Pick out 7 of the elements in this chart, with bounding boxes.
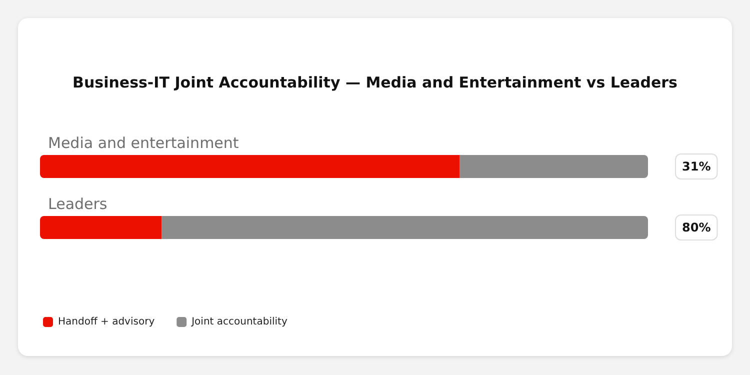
chart-title: Business-IT Joint Accountability — Media and Entertainment vs Leaders bbox=[72, 74, 678, 92]
data-label: 31% bbox=[682, 160, 711, 174]
y-tick-label: Leaders bbox=[48, 195, 108, 213]
y-tick-label: Media and entertainment bbox=[48, 134, 239, 152]
data-label: 80% bbox=[682, 220, 711, 234]
legend-label: Joint accountability bbox=[190, 316, 288, 328]
legend-label: Handoff + advisory bbox=[58, 316, 155, 328]
